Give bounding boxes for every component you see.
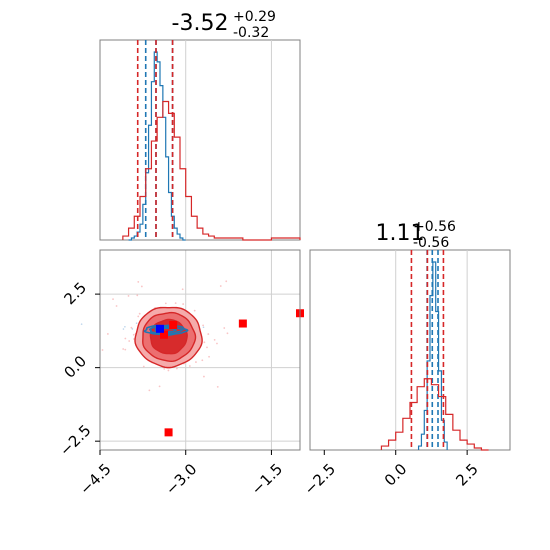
joint-sample-point (219, 285, 222, 287)
joint-xtick-label: −3.0 (162, 460, 200, 498)
joint-xtick-label: −4.5 (76, 460, 114, 498)
marginal-y-xtick-label: 2.5 (452, 460, 482, 490)
joint-sample-point (202, 324, 205, 327)
marginal-x-panel: -3.52 +0.29 -0.32 (99, 9, 301, 241)
joint-sample-point (188, 365, 191, 367)
joint-sample-point (174, 302, 177, 305)
joint-ytick-label: −2.5 (56, 421, 94, 459)
joint-sample-point (202, 326, 205, 329)
joint-sample-point (115, 305, 118, 307)
joint-sample-point (138, 312, 141, 315)
joint-sample-point (201, 359, 204, 362)
marginal-x-title-minus: -0.32 (233, 25, 269, 41)
joint-sample-point (135, 322, 138, 325)
joint-sample-point (142, 365, 145, 368)
joint-sample-point (182, 303, 185, 305)
joint-sample-point (216, 385, 219, 388)
joint-sample-point (106, 333, 109, 335)
joint-sample-point (101, 349, 104, 351)
joint-sample-point (176, 367, 178, 370)
joint-sample-point (140, 285, 143, 288)
joint-sample-point (167, 369, 170, 372)
marginal-y-title: 1.11 (376, 221, 425, 246)
joint-ytick-label: 2.5 (60, 279, 90, 309)
joint-marker-1 (238, 319, 247, 328)
joint-sample-point (208, 355, 210, 358)
joint-sample-point (181, 288, 184, 291)
joint-panel: −4.5 −3.0 −1.5 −2.5 0.0 2.5 (56, 249, 304, 499)
joint-sample-point (122, 348, 125, 350)
marginal-x-title: -3.52 (172, 11, 229, 36)
joint-sample-point (148, 389, 151, 392)
marginal-y-frame (309, 249, 511, 451)
marginal-x-title-plus: +0.29 (233, 9, 276, 25)
joint-sample-point (163, 367, 166, 370)
joint-sample-point (124, 348, 127, 351)
joint-marker-4 (160, 330, 168, 339)
marginal-y-panel: 1.11 +0.56 -0.56 −2.5 0.0 2.5 (301, 219, 511, 499)
joint-marker-5 (156, 324, 164, 333)
joint-sample-point (128, 340, 131, 342)
joint-background (100, 250, 300, 450)
joint-ytick-label: 0.0 (60, 352, 90, 382)
joint-sample-point (124, 337, 127, 340)
joint-sample-point (225, 280, 228, 283)
joint-sample-point (127, 295, 130, 297)
joint-sample-point (195, 361, 197, 363)
joint-sample-point (130, 326, 133, 329)
joint-sample-point (122, 328, 125, 330)
joint-sample-point (206, 346, 208, 349)
joint-marker-0 (164, 428, 173, 437)
joint-xtick-label: −1.5 (248, 460, 286, 498)
joint-sample-point (137, 281, 140, 283)
joint-sample-point (226, 332, 229, 335)
joint-sample-point (203, 375, 205, 378)
joint-sample-point (137, 315, 140, 318)
marginal-y-title-plus: +0.56 (413, 219, 456, 235)
joint-sample-point (207, 333, 210, 335)
joint-sample-point (112, 298, 114, 301)
marginal-y-title-minus: -0.56 (413, 235, 449, 251)
joint-sample-point (158, 385, 161, 388)
joint-marker-3 (169, 321, 178, 329)
joint-sample-point (164, 302, 167, 305)
joint-sample-point (213, 339, 216, 341)
joint-sample-point (131, 328, 134, 330)
marginal-x-series-0 (128, 51, 186, 241)
joint-frame (99, 249, 301, 451)
marginal-y-xtick-label: −2.5 (301, 460, 339, 498)
marginal-y-xtick-label: 0.0 (381, 460, 411, 490)
marginal-y-series-1 (380, 378, 489, 451)
joint-sample-point (216, 342, 218, 345)
joint-sample-point (132, 333, 135, 336)
joint-sample-point (80, 323, 83, 325)
joint-sample-point (203, 341, 206, 344)
marginal-x-series-1 (122, 100, 301, 241)
joint-sample-point (124, 325, 126, 328)
joint-sample-point (193, 309, 196, 312)
joint-sample-point (136, 294, 139, 297)
joint-sample-point (223, 327, 226, 329)
marginal-x-frame (99, 39, 301, 241)
